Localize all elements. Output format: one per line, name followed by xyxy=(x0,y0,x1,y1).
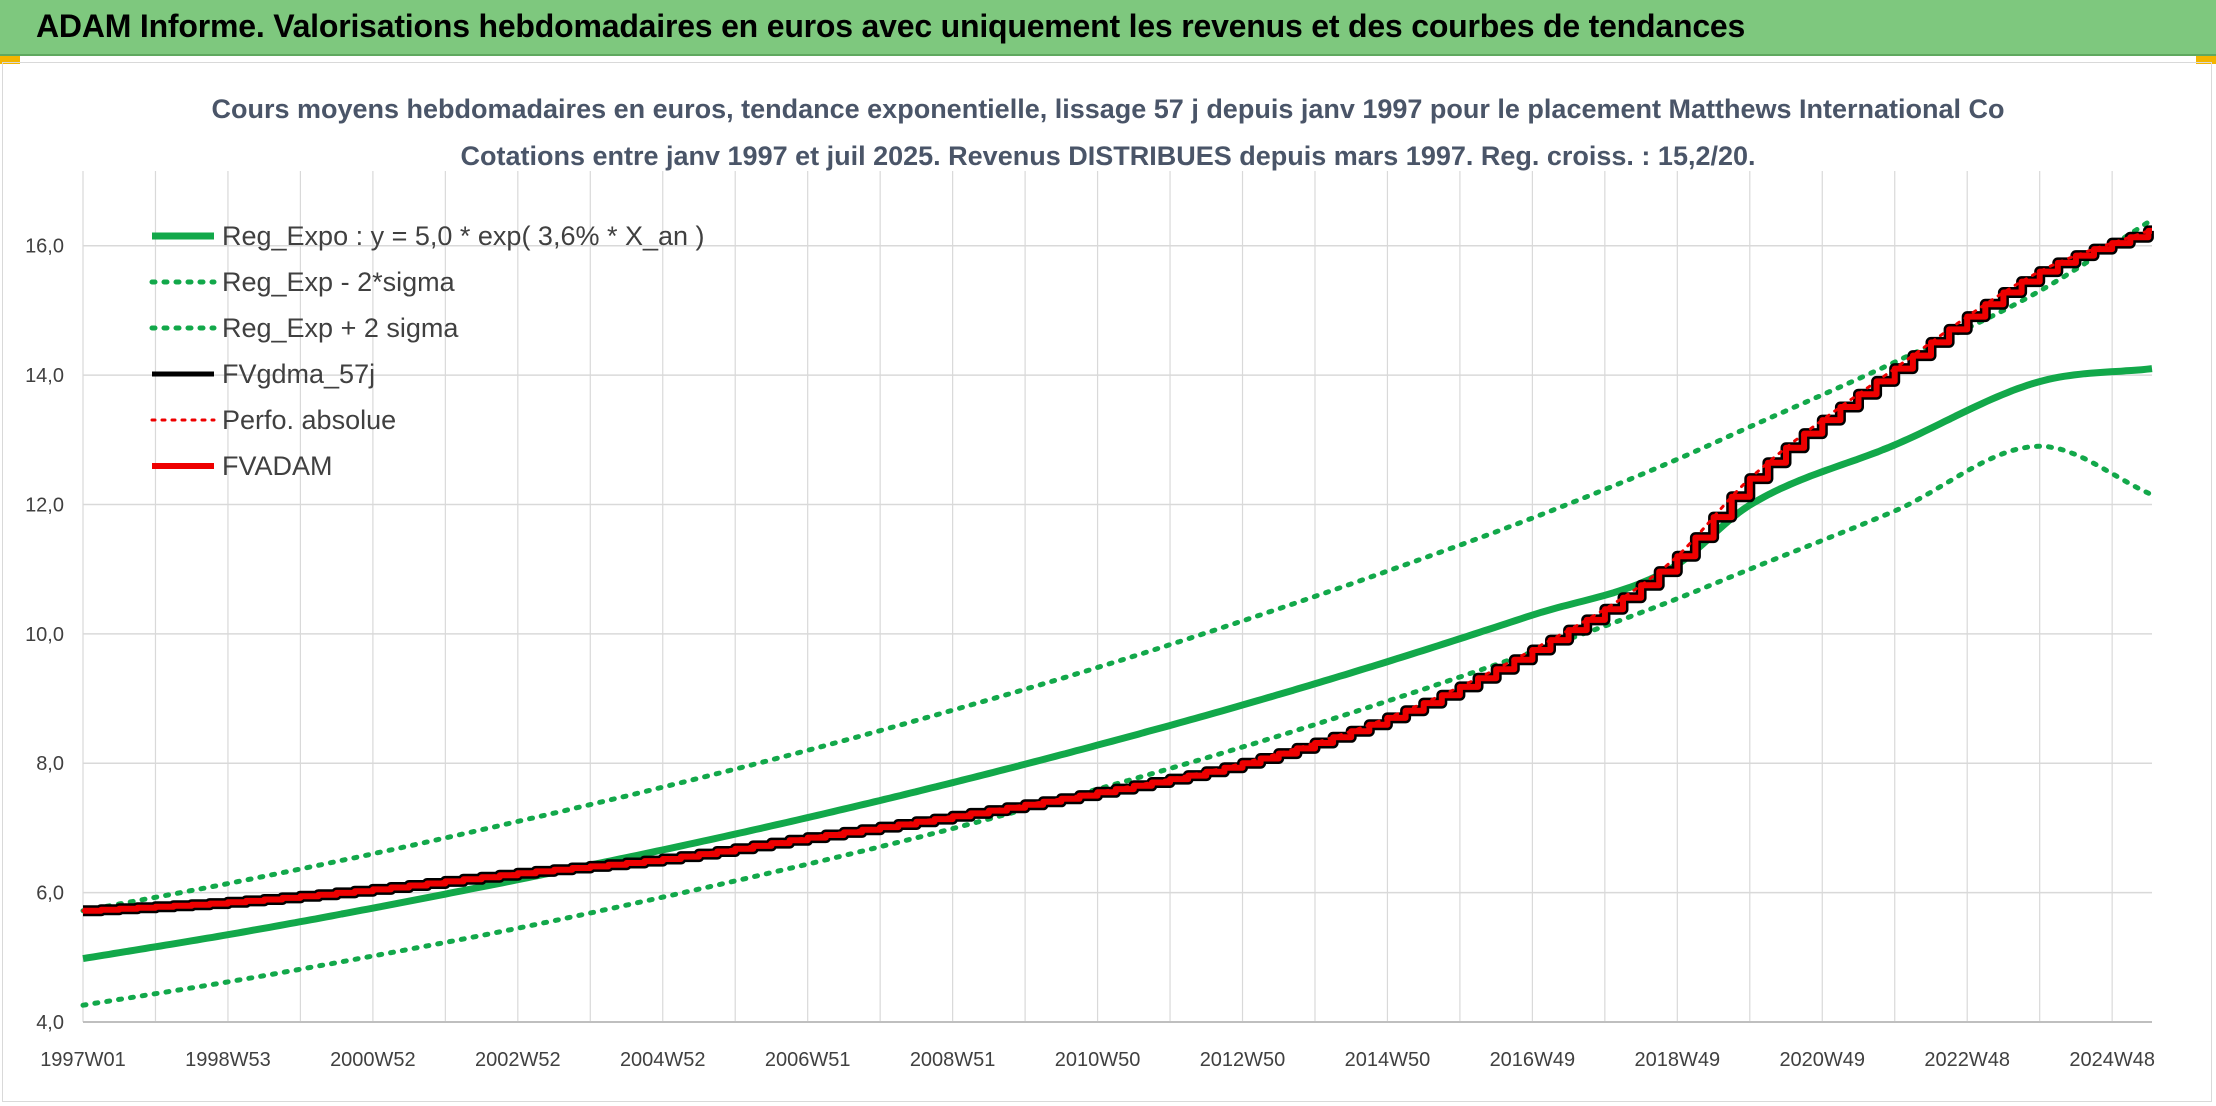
legend-label: FVADAM xyxy=(222,451,333,481)
legend-label: FVgdma_57j xyxy=(222,359,375,389)
x-tick-label: 1997W01 xyxy=(40,1049,126,1071)
x-tick-label: 2024W48 xyxy=(2069,1049,2155,1071)
x-tick-label: 2022W48 xyxy=(1924,1049,2010,1071)
x-tick-label: 2014W50 xyxy=(1345,1049,1431,1071)
x-tick-label: 2016W49 xyxy=(1490,1049,1576,1071)
x-tick-label: 1998W53 xyxy=(185,1049,271,1071)
series-fvadam xyxy=(83,227,2152,914)
chart-frame xyxy=(2,62,2212,1102)
x-tick-label: 2018W49 xyxy=(1635,1049,1721,1071)
legend-item-reg-exp-minus: Reg_Exp - 2*sigma xyxy=(149,267,456,297)
x-tick-label: 2012W50 xyxy=(1200,1049,1286,1071)
corner-mark-left xyxy=(0,56,20,64)
legend-item-fvadam: FVADAM xyxy=(152,451,333,481)
x-tick-label: 2010W50 xyxy=(1055,1049,1141,1071)
y-tick-label: 6,0 xyxy=(36,883,64,905)
legend-label: Reg_Exp + 2 sigma xyxy=(222,313,459,343)
corner-mark-right xyxy=(2196,56,2216,64)
page-title: ADAM Informe. Valorisations hebdomadaire… xyxy=(36,8,1746,44)
legend-label: Reg_Exp - 2*sigma xyxy=(222,267,456,297)
x-tick-label: 2004W52 xyxy=(620,1049,706,1071)
series-reg-exp-minus-2sigma xyxy=(80,443,2155,1008)
chart-subtitle: Cotations entre janv 1997 et juil 2025. … xyxy=(460,141,1755,171)
y-tick-label: 12,0 xyxy=(25,494,64,516)
y-tick-label: 14,0 xyxy=(25,365,64,387)
x-tick-label: 2006W51 xyxy=(765,1049,851,1071)
series-reg-expo xyxy=(82,365,2153,963)
y-tick-label: 4,0 xyxy=(36,1012,64,1034)
legend: Reg_Expo : y = 5,0 * exp( 3,6% * X_an ) R… xyxy=(149,221,705,481)
y-tick-label: 16,0 xyxy=(25,236,64,258)
y-tick-label: 8,0 xyxy=(36,753,64,775)
legend-item-perfo: Perfo. absolue xyxy=(150,405,396,435)
x-tick-label: 2000W52 xyxy=(330,1049,416,1071)
legend-item-reg-expo: Reg_Expo : y = 5,0 * exp( 3,6% * X_an ) xyxy=(152,221,705,251)
axes: 4,0 6,0 8,0 10,0 12,0 14,0 16,0 1997W01 1998W53 2… xyxy=(25,236,2155,1071)
legend-label: Reg_Expo : y = 5,0 * exp( 3,6% * X_an ) xyxy=(222,221,705,251)
x-tick-label: 2008W51 xyxy=(910,1049,996,1071)
legend-item-fvgdma: FVgdma_57j xyxy=(152,359,375,389)
chart-title: Cours moyens hebdomadaires en euros, ten… xyxy=(211,94,2004,124)
y-tick-label: 10,0 xyxy=(25,624,64,646)
legend-item-reg-exp-plus: Reg_Exp + 2 sigma xyxy=(149,313,459,343)
legend-label: Perfo. absolue xyxy=(222,405,396,435)
series-group xyxy=(80,217,2155,1008)
series-reg-exp-plus-2sigma xyxy=(80,217,2155,914)
x-tick-label: 2002W52 xyxy=(475,1049,561,1071)
header-bar: ADAM Informe. Valorisations hebdomadaire… xyxy=(0,0,2216,56)
x-tick-label: 2020W49 xyxy=(1779,1049,1865,1071)
grid xyxy=(82,171,2152,1023)
